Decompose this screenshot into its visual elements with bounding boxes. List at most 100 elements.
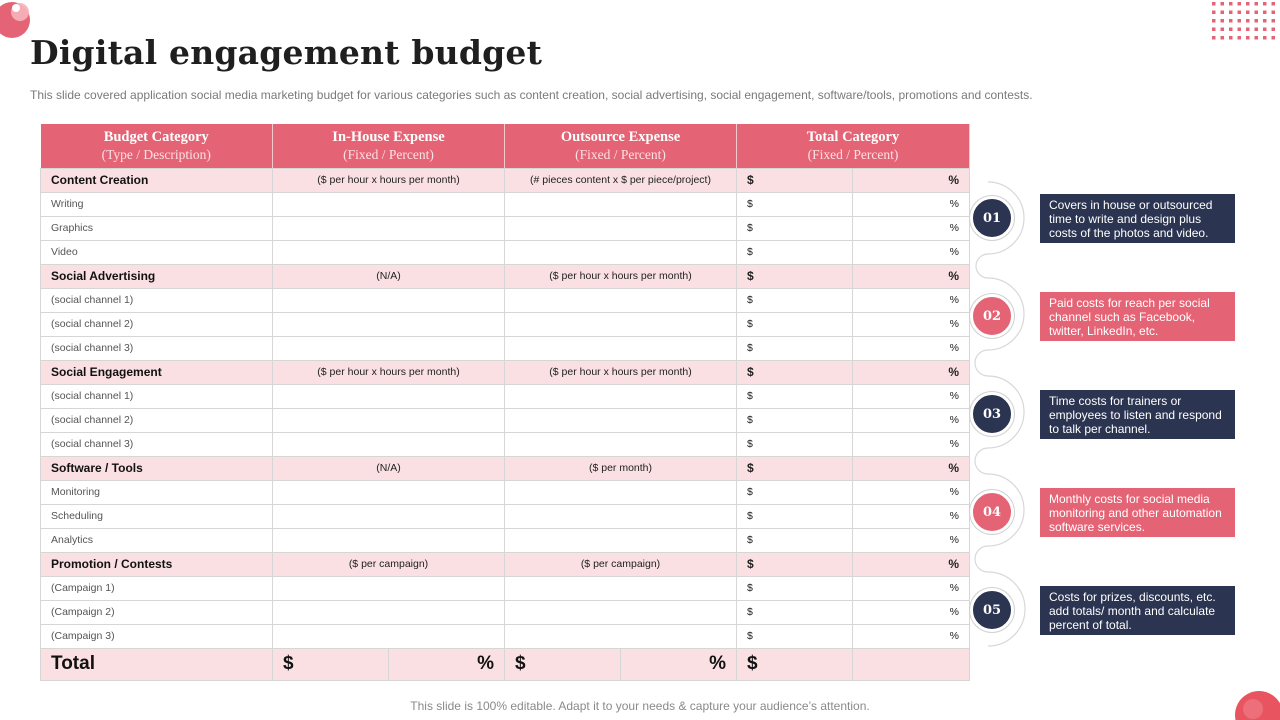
item-label: Video	[40, 239, 273, 265]
outsource-formula: ($ per month)	[504, 455, 737, 481]
total-percent: %	[852, 599, 970, 625]
inhouse-cell	[272, 335, 505, 361]
grid-dot	[1212, 27, 1216, 31]
note-box-04: Monthly costs for social media monitorin…	[1040, 488, 1235, 537]
total-percent: %	[852, 551, 970, 577]
item-label: Writing	[40, 191, 273, 217]
table-row: (Campaign 3) $%	[40, 623, 970, 649]
outsource-formula: ($ per hour x hours per month)	[504, 359, 737, 385]
inhouse-cell	[272, 479, 505, 505]
total-outsource-dollar: $	[504, 647, 621, 681]
grid-dot	[1229, 19, 1233, 23]
category-row-social-advertising: Social Advertising (N/A) ($ per hour x hou…	[40, 263, 970, 289]
total-percent: %	[852, 431, 970, 457]
inhouse-cell	[272, 431, 505, 457]
grid-dot	[1254, 27, 1258, 31]
total-percent: %	[852, 239, 970, 265]
table-row: (social channel 3) $%	[40, 335, 970, 361]
category-label: Software / Tools	[40, 455, 273, 481]
step-badge-03: 03	[970, 392, 1014, 436]
grid-dot	[1237, 19, 1241, 23]
table-row: Video $%	[40, 239, 970, 265]
total-dollar: $	[736, 551, 853, 577]
outsource-formula: (# pieces content x $ per piece/project)	[504, 167, 737, 193]
table-row: (social channel 2) $%	[40, 311, 970, 337]
total-percent: %	[852, 335, 970, 361]
total-dollar: $	[736, 167, 853, 193]
outsource-formula: ($ per hour x hours per month)	[504, 263, 737, 289]
inhouse-cell	[272, 311, 505, 337]
total-percent: %	[852, 479, 970, 505]
grid-dot	[1229, 27, 1233, 31]
table-header-row: Budget Category (Type / Description) In-H…	[40, 124, 970, 168]
outsource-cell	[504, 335, 737, 361]
total-dollar: $	[736, 191, 853, 217]
grid-dot	[1220, 36, 1224, 40]
header-total-category: Total Category (Fixed / Percent)	[736, 124, 970, 168]
total-dollar: $	[736, 311, 853, 337]
table-row: (Campaign 1) $%	[40, 575, 970, 601]
header-outsource-expense: Outsource Expense (Fixed / Percent)	[504, 124, 737, 168]
notes-connector-line	[974, 181, 1026, 647]
inhouse-formula: ($ per campaign)	[272, 551, 505, 577]
grid-dot	[1246, 19, 1250, 23]
header-budget-category: Budget Category (Type / Description)	[40, 124, 273, 168]
category-row-content-creation: Content Creation ($ per hour x hours per …	[40, 167, 970, 193]
grid-dot	[1212, 19, 1216, 23]
total-percent: %	[852, 623, 970, 649]
outsource-cell	[504, 431, 737, 457]
table-row: Scheduling $%	[40, 503, 970, 529]
outsource-cell	[504, 479, 737, 505]
grid-dot	[1271, 10, 1275, 14]
item-label: (social channel 3)	[40, 431, 273, 457]
inhouse-cell	[272, 575, 505, 601]
note-box-02: Paid costs for reach per social channel …	[1040, 292, 1235, 341]
budget-table: Budget Category (Type / Description) In-H…	[40, 124, 970, 681]
total-percent: %	[852, 527, 970, 553]
total-percent: %	[852, 455, 970, 481]
grid-dot	[1220, 2, 1224, 6]
outsource-cell	[504, 527, 737, 553]
total-row: Total $ % $ % $	[40, 647, 970, 681]
table-row: (Campaign 2) $%	[40, 599, 970, 625]
slide-footer: This slide is 100% editable. Adapt it to…	[410, 699, 870, 713]
grid-dot	[1263, 36, 1267, 40]
note-box-03: Time costs for trainers or employees to …	[1040, 390, 1235, 439]
item-label: (social channel 2)	[40, 407, 273, 433]
grid-dot	[1271, 2, 1275, 6]
grid-dot	[1271, 36, 1275, 40]
outsource-cell	[504, 575, 737, 601]
category-label: Social Engagement	[40, 359, 273, 385]
outsource-cell	[504, 383, 737, 409]
item-label: (social channel 1)	[40, 287, 273, 313]
outsource-cell	[504, 215, 737, 241]
grid-dot	[1220, 19, 1224, 23]
step-badge-01: 01	[970, 196, 1014, 240]
grid-dot	[1263, 10, 1267, 14]
total-dollar: $	[736, 287, 853, 313]
category-row-social-engagement: Social Engagement ($ per hour x hours per…	[40, 359, 970, 385]
corner-decoration-circle	[1235, 691, 1280, 720]
grid-dot	[1246, 2, 1250, 6]
total-dollar: $	[736, 455, 853, 481]
grid-dot	[1254, 36, 1258, 40]
total-dollar: $	[736, 599, 853, 625]
grid-dot	[1271, 19, 1275, 23]
category-label: Promotion / Contests	[40, 551, 273, 577]
item-label: Analytics	[40, 527, 273, 553]
category-label: Content Creation	[40, 167, 273, 193]
grid-dot	[1229, 36, 1233, 40]
total-category-dollar: $	[736, 647, 853, 681]
category-label: Social Advertising	[40, 263, 273, 289]
total-dollar: $	[736, 575, 853, 601]
item-label: Graphics	[40, 215, 273, 241]
inhouse-cell	[272, 215, 505, 241]
grid-dot	[1212, 2, 1216, 6]
item-label: (Campaign 2)	[40, 599, 273, 625]
total-percent: %	[852, 191, 970, 217]
category-row-software-tools: Software / Tools (N/A) ($ per month) $%	[40, 455, 970, 481]
inhouse-formula: (N/A)	[272, 263, 505, 289]
grid-dot	[1212, 36, 1216, 40]
item-label: Monitoring	[40, 479, 273, 505]
grid-dot	[1246, 10, 1250, 14]
